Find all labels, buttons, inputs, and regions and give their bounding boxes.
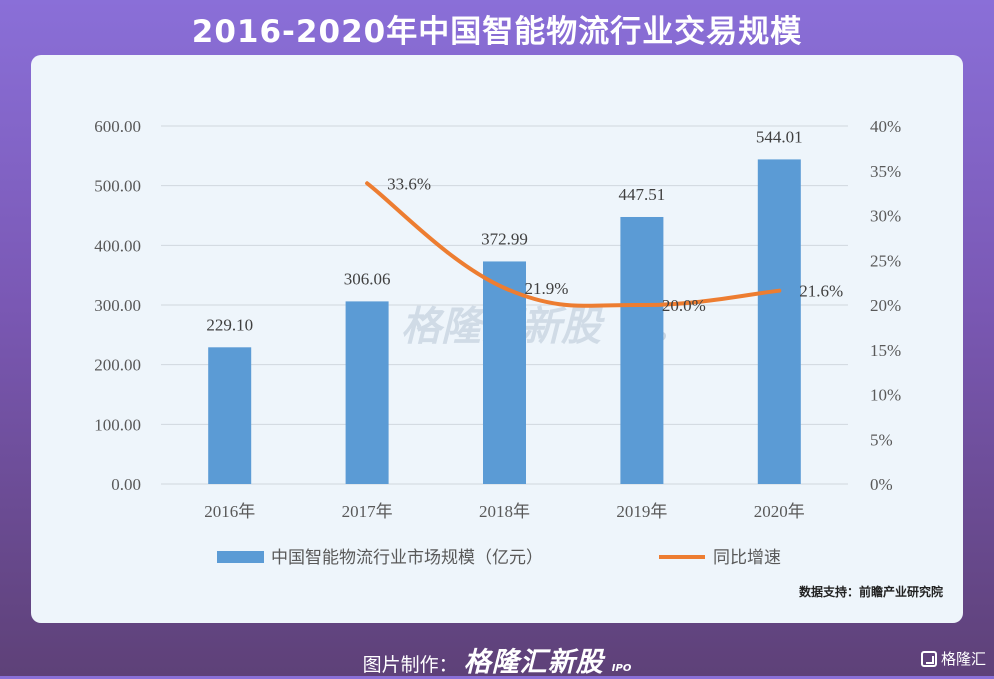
bar-value-label: 306.06 <box>344 269 391 288</box>
bar-value-label: 447.51 <box>619 185 666 204</box>
y-left-tick-label: 500.00 <box>94 177 141 196</box>
y-left-tick-label: 0.00 <box>111 475 141 494</box>
x-tick-label: 2019年 <box>616 502 667 521</box>
y-right-tick-label: 25% <box>870 251 901 270</box>
axis-labels: 0.00 100.00 200.00 300.00 400.00 500.00 600.00… <box>94 117 901 521</box>
x-tick-label: 2017年 <box>342 502 393 521</box>
y-left-tick-label: 200.00 <box>94 356 141 375</box>
y-right-tick-label: 40% <box>870 117 901 136</box>
bar <box>757 159 801 485</box>
y-right-tick-label: 30% <box>870 207 901 226</box>
corner-logo-text: 格隆汇 <box>940 650 986 668</box>
footer-brand-suffix: IPO <box>611 663 632 674</box>
line-series <box>365 181 782 308</box>
corner-logo: 格隆汇 <box>920 648 986 669</box>
bar <box>208 347 252 484</box>
line-value-label: 20.0% <box>662 296 706 315</box>
y-right-tick-label: 20% <box>870 296 901 315</box>
source-note: 数据支持：前瞻产业研究院 <box>799 584 943 599</box>
y-left-tick-label: 300.00 <box>94 296 141 315</box>
footer: 图片制作： 格隆汇新股 IPO <box>0 640 994 679</box>
bar-value-label: 372.99 <box>481 229 528 248</box>
bar <box>483 261 526 484</box>
footer-label: 图片制作： <box>362 654 458 676</box>
bar <box>345 301 389 484</box>
bar <box>620 216 664 484</box>
y-right-tick-label: 5% <box>870 430 893 449</box>
y-right-tick-label: 15% <box>870 341 901 360</box>
x-tick-label: 2018年 <box>479 502 530 521</box>
logo-icon <box>920 650 937 667</box>
legend-bar-label: 中国智能物流行业市场规模（亿元） <box>271 548 543 568</box>
legend-line-label: 同比增速 <box>713 548 781 568</box>
data-labels: 229.10 306.06 372.99 447.51 544.01 33.6% 21.9%… <box>206 127 843 334</box>
bar-series <box>208 159 801 485</box>
y-right-tick-label: 0% <box>870 475 893 494</box>
line-value-label: 33.6% <box>387 174 431 193</box>
growth-line <box>365 181 782 308</box>
bar-value-label: 229.10 <box>206 315 253 334</box>
page-title: 2016-2020年中国智能物流行业交易规模 <box>191 14 803 50</box>
bar-value-label: 544.01 <box>756 127 803 146</box>
line-value-label: 21.6% <box>799 282 843 301</box>
y-right-tick-label: 35% <box>870 162 901 181</box>
line-value-label: 21.9% <box>525 279 569 298</box>
legend: 中国智能物流行业市场规模（亿元） 同比增速 <box>217 548 781 568</box>
y-left-tick-label: 400.00 <box>94 236 141 255</box>
legend-bar-swatch <box>217 551 264 563</box>
y-left-tick-label: 100.00 <box>94 415 141 434</box>
y-left-tick-label: 600.00 <box>94 117 141 136</box>
x-tick-label: 2016年 <box>204 502 255 521</box>
y-right-tick-label: 10% <box>870 386 901 405</box>
footer-brand: 格隆汇新股 <box>463 647 604 678</box>
x-tick-label: 2020年 <box>754 502 805 521</box>
